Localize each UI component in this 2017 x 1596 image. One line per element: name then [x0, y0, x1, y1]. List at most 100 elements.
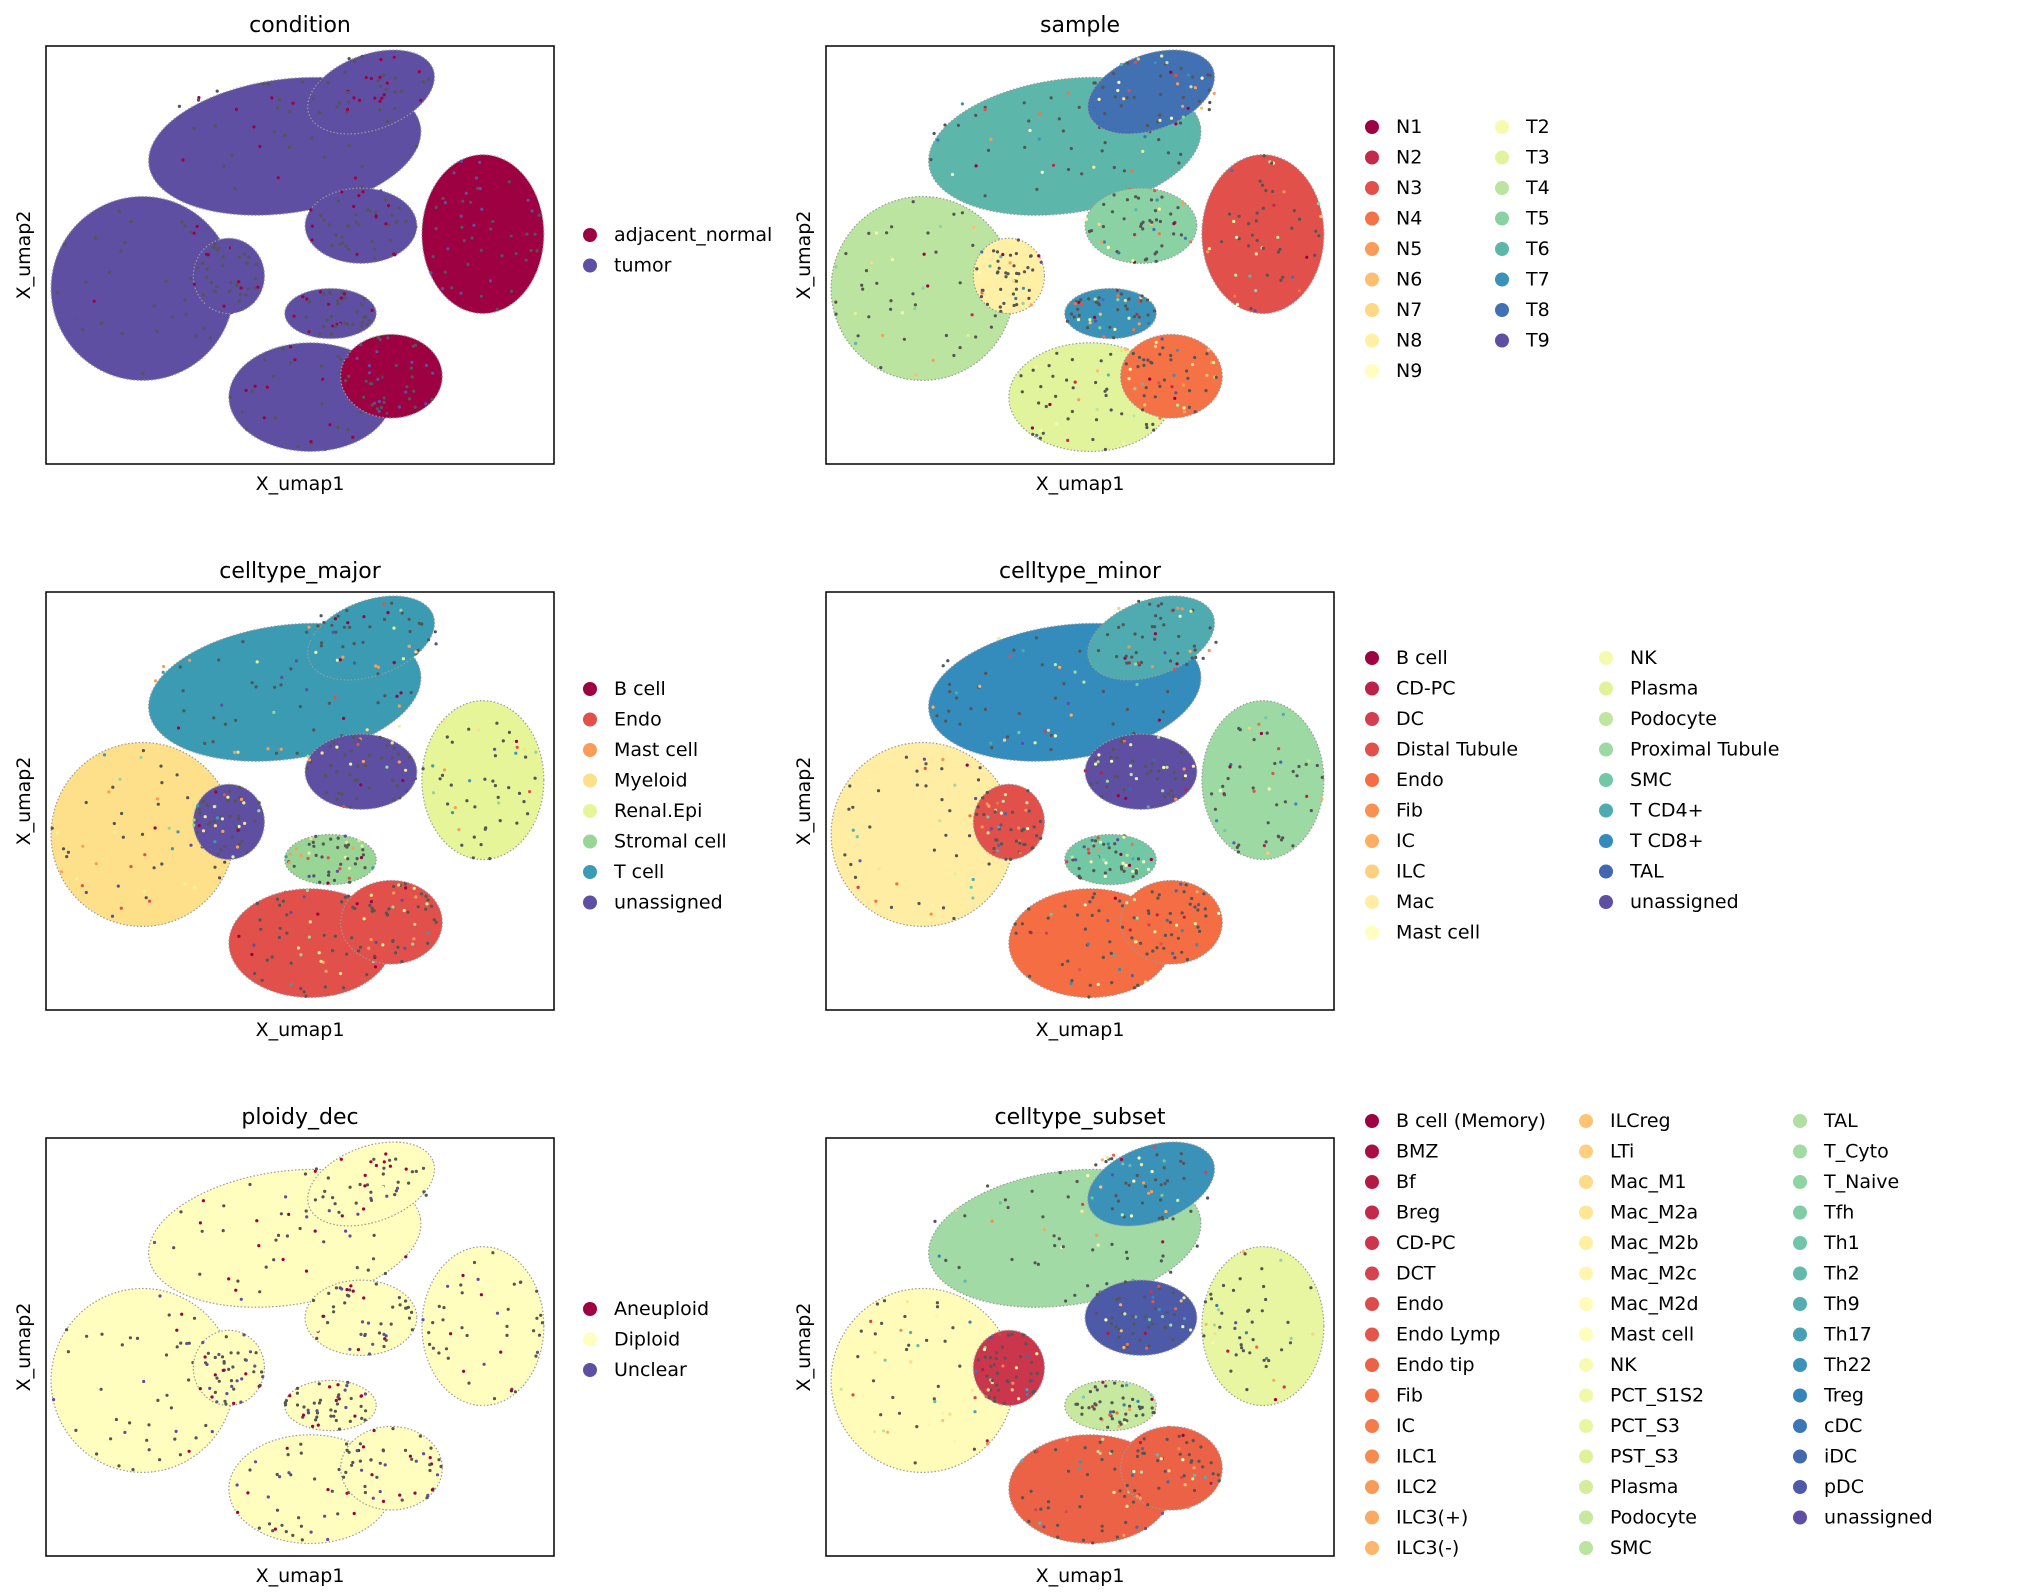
cell-point	[311, 315, 315, 319]
cell-point	[1208, 73, 1212, 77]
legend-marker	[1793, 1205, 1807, 1220]
cell-point	[212, 805, 216, 809]
cell-point	[363, 1191, 367, 1195]
cell-point	[1125, 853, 1129, 857]
cell-point	[253, 819, 257, 823]
cell-point	[1106, 373, 1110, 377]
cell-point	[976, 805, 980, 809]
cell-point	[1090, 913, 1094, 918]
cell-point	[221, 255, 225, 259]
cell-point	[419, 892, 424, 896]
cell-point	[169, 1393, 173, 1397]
cell-point	[1073, 380, 1077, 384]
cell-point	[506, 1307, 510, 1311]
cell-point	[1093, 315, 1097, 319]
cell-point	[95, 1327, 99, 1331]
cell-point	[851, 1393, 855, 1397]
cell-point	[1018, 841, 1022, 845]
legend-marker	[1579, 1419, 1593, 1433]
cell-point	[393, 1193, 397, 1197]
cell-point	[995, 1351, 999, 1355]
cell-point	[302, 895, 306, 899]
cell-point	[294, 659, 299, 663]
cell-point	[1086, 847, 1090, 851]
legend-label: Endo	[1396, 1293, 1444, 1315]
cell-point	[1148, 602, 1152, 606]
cell-point	[473, 1360, 477, 1364]
cell-cluster	[192, 783, 266, 861]
cell-point	[1028, 1379, 1032, 1383]
cell-point	[339, 357, 343, 361]
cell-point	[1081, 1395, 1086, 1399]
cell-point	[1169, 1270, 1173, 1274]
legend-marker	[1579, 1114, 1593, 1128]
cell-point	[55, 831, 59, 835]
cell-point	[393, 107, 397, 111]
cell-point	[1121, 861, 1125, 865]
cell-point	[1201, 656, 1205, 661]
cell-point	[1060, 962, 1064, 967]
cell-point	[273, 419, 277, 423]
cell-point	[341, 1276, 345, 1280]
cell-point	[1101, 689, 1105, 694]
cell-point	[104, 350, 108, 354]
legend-label: ILC	[1396, 861, 1425, 883]
cell-point	[1150, 1190, 1154, 1194]
cell-point	[177, 104, 181, 108]
cell-point	[476, 728, 480, 732]
cell-point	[288, 852, 292, 856]
cell-point	[244, 293, 248, 297]
cell-point	[201, 1199, 205, 1203]
cell-point	[940, 767, 944, 771]
cell-point	[1264, 1297, 1268, 1302]
cell-point	[1157, 207, 1161, 211]
cell-point	[1162, 1166, 1166, 1170]
cell-point	[296, 946, 301, 950]
cell-point	[1042, 1228, 1046, 1232]
cell-point	[1098, 326, 1102, 330]
cell-point	[481, 1403, 485, 1407]
cell-point	[529, 248, 533, 253]
cell-point	[327, 302, 331, 306]
cell-point	[307, 300, 312, 304]
cell-point	[412, 937, 416, 941]
cell-point	[1134, 195, 1138, 199]
cell-point	[417, 70, 421, 74]
cell-point	[143, 853, 147, 857]
cell-point	[348, 1234, 352, 1238]
cell-point	[1319, 214, 1323, 219]
cell-point	[249, 282, 253, 286]
cell-point	[271, 392, 275, 396]
cell-point	[165, 1393, 169, 1397]
cell-point	[84, 890, 88, 895]
cell-point	[1122, 433, 1126, 437]
cell-point	[995, 243, 999, 247]
cell-point	[1028, 930, 1032, 934]
cell-point	[1120, 1384, 1124, 1388]
cell-point	[459, 291, 463, 295]
cell-point	[459, 214, 463, 218]
cell-point	[889, 307, 893, 311]
cell-point	[213, 1373, 217, 1377]
cell-point	[1035, 1352, 1039, 1356]
cell-point	[969, 885, 973, 889]
cell-point	[395, 694, 399, 698]
cell-point	[197, 807, 202, 812]
cell-point	[1125, 661, 1129, 665]
cell-point	[1001, 1364, 1005, 1368]
cell-point	[259, 927, 263, 931]
cell-point	[534, 1354, 538, 1358]
cell-point	[347, 374, 351, 378]
cell-point	[283, 133, 287, 138]
cell-point	[982, 812, 986, 817]
cell-point	[337, 791, 341, 795]
cell-point	[1144, 386, 1148, 390]
cell-point	[364, 1455, 368, 1459]
cell-point	[254, 1351, 258, 1355]
cell-point	[414, 1495, 418, 1499]
cell-point	[381, 943, 385, 947]
cell-point	[304, 1209, 308, 1213]
cell-point	[1313, 253, 1317, 257]
cell-point	[922, 757, 927, 761]
cell-point	[419, 98, 423, 102]
